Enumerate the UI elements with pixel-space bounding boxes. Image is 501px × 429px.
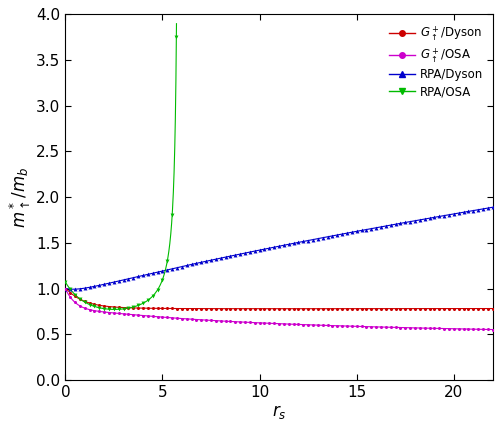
Y-axis label: $m^*_\uparrow/m_b$: $m^*_\uparrow/m_b$ bbox=[9, 166, 34, 228]
X-axis label: $r_s$: $r_s$ bbox=[272, 403, 286, 421]
Legend: $G^+_\uparrow$/Dyson, $G^+_\uparrow$/OSA, RPA/Dyson, RPA/OSA: $G^+_\uparrow$/Dyson, $G^+_\uparrow$/OSA… bbox=[386, 20, 487, 102]
